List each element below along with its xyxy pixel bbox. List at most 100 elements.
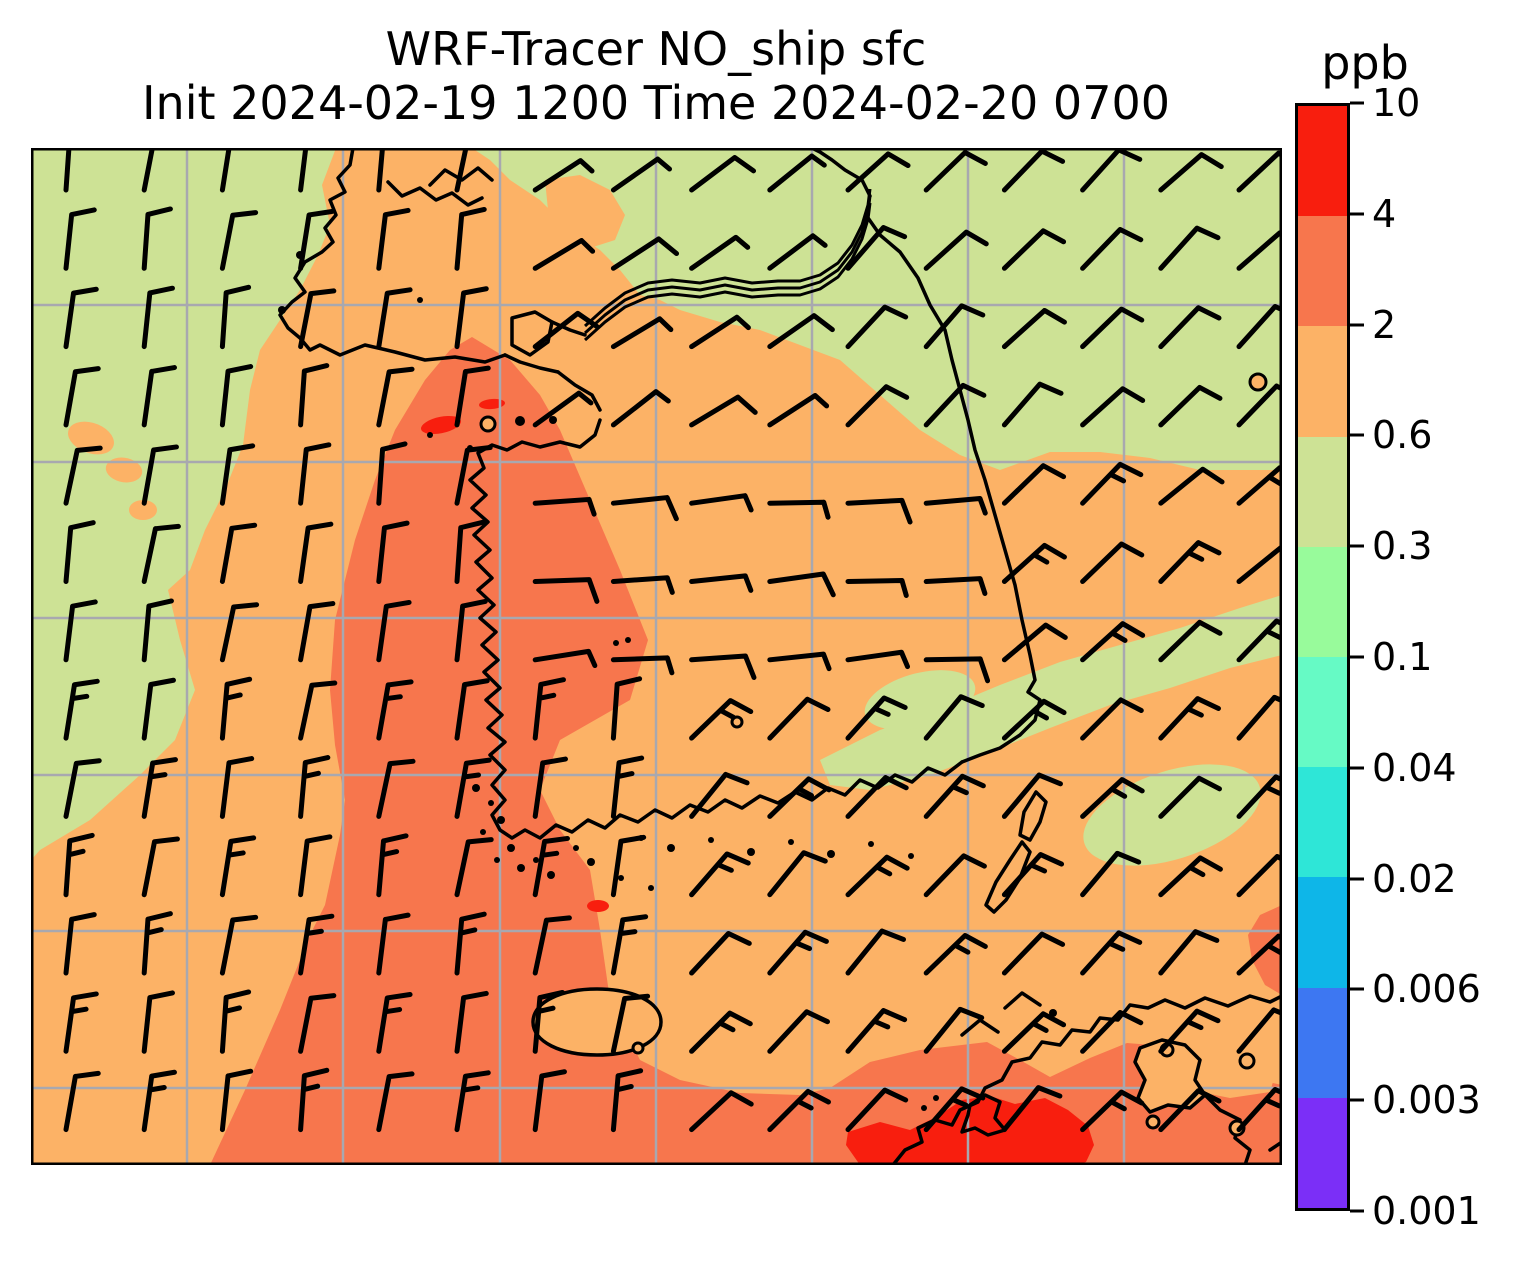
island-dot — [788, 839, 794, 845]
island-ring — [631, 1041, 645, 1055]
wind-barb — [767, 571, 836, 598]
wind-barb — [1001, 698, 1067, 741]
wind-barb — [298, 521, 334, 584]
wind-barb — [1158, 619, 1223, 663]
wind-barb — [376, 287, 413, 350]
wind-barb — [376, 991, 413, 1054]
wind-barb — [610, 914, 649, 976]
wind-barb — [845, 497, 913, 525]
colorbar-tick-mark — [1350, 655, 1364, 659]
wind-barb — [376, 366, 415, 428]
wind-barb — [219, 284, 252, 350]
wind-barb — [454, 911, 487, 976]
colorbar-tick-label: 0.6 — [1372, 413, 1433, 458]
island-dot — [472, 784, 480, 792]
wind-barb — [689, 1010, 753, 1054]
wind-barb — [376, 207, 411, 271]
island-dot — [507, 844, 515, 852]
fill-region-orange-patch-in-green-3 — [129, 499, 157, 521]
wind-barb — [845, 578, 909, 598]
colorbar-segment — [1298, 106, 1347, 217]
wind-barb — [63, 678, 100, 741]
colorbar-tick-label: 0.006 — [1372, 967, 1481, 1012]
wind-barb — [63, 286, 99, 350]
colorbar-tick-label: 0.001 — [1372, 1189, 1481, 1233]
wind-barb — [1001, 228, 1067, 271]
dmz-triple-line — [583, 195, 872, 335]
wind-barb — [1080, 930, 1143, 976]
wind-barb — [532, 158, 595, 193]
wind-barb — [689, 394, 758, 428]
wind-barb — [1001, 1085, 1063, 1133]
wind-barb — [63, 991, 99, 1054]
wind-barb — [845, 225, 908, 271]
wind-barb — [219, 835, 257, 898]
wind-barb — [845, 775, 909, 819]
init-valid-time-subtitle: Init 2024-02-19 1200 Time 2024-02-20 070… — [141, 76, 1170, 130]
wind-barb — [1080, 148, 1143, 193]
wind-barb — [454, 990, 489, 1054]
wind-barb — [689, 493, 754, 513]
wind-barb — [767, 499, 831, 520]
wind-barb — [1080, 850, 1142, 898]
wind-barb — [923, 932, 988, 976]
wind-barb — [454, 286, 489, 350]
coastline — [1003, 991, 1042, 1010]
wind-barb — [923, 1006, 985, 1054]
wind-barb — [767, 651, 832, 672]
colorbar-tick-mark — [1350, 987, 1364, 991]
colorbar-tick-mark — [1350, 323, 1364, 327]
colorbar-tick-mark — [1350, 1098, 1364, 1102]
wind-barb — [532, 577, 600, 604]
colorbar-tick-label: 0.3 — [1372, 524, 1433, 569]
wind-barb — [767, 313, 835, 350]
island-dot — [494, 857, 500, 863]
wind-barb — [689, 573, 754, 593]
island-dot — [648, 885, 654, 891]
wind-barb — [454, 598, 488, 663]
wind-barb — [1080, 386, 1146, 428]
wind-barb — [689, 653, 757, 680]
wind-barb — [767, 696, 831, 741]
wind-barb — [532, 390, 594, 428]
wind-barb — [1236, 545, 1282, 584]
wind-barb — [1158, 1088, 1222, 1133]
wind-barb — [298, 208, 335, 271]
wind-barb — [532, 496, 597, 517]
wind-barb — [1158, 384, 1223, 428]
wind-barb — [845, 854, 910, 898]
wind-barb — [1158, 305, 1222, 350]
wind-barb — [767, 850, 828, 898]
wind-barb — [1001, 772, 1063, 819]
fill-region-red-spot-west-2 — [478, 398, 506, 410]
wind-barb — [845, 928, 906, 976]
wind-barb — [298, 993, 337, 1054]
wind-barb — [610, 834, 647, 898]
colorbar-unit-label: ppb — [1321, 36, 1409, 90]
wind-barb — [454, 206, 487, 271]
wind-barb — [610, 993, 651, 1054]
concentration-map — [31, 148, 1282, 1165]
coastline — [864, 213, 1042, 764]
island-dot — [427, 432, 433, 438]
colorbar-segment — [1298, 656, 1347, 768]
wind-barb — [376, 599, 412, 663]
fill-region-ship-plume-yellow-sea — [210, 337, 1282, 1165]
fill-region-green-strait-band — [820, 595, 1282, 790]
coastline — [550, 320, 587, 337]
coastline — [510, 310, 554, 357]
island-dot — [933, 1095, 939, 1101]
wind-barb — [923, 495, 988, 516]
wind-barb — [1080, 1009, 1144, 1054]
wind-barb — [63, 207, 97, 271]
colorbar-tick-label: 0.003 — [1372, 1078, 1481, 1123]
island-dot — [613, 640, 619, 646]
wind-barb — [219, 676, 253, 741]
wind-barb — [1158, 540, 1222, 584]
wind-barb — [298, 148, 333, 193]
wind-barb — [1158, 775, 1222, 819]
wind-barb — [141, 836, 180, 898]
wind-barb — [1080, 541, 1145, 584]
island-ring — [479, 415, 497, 433]
wind-barb — [454, 445, 493, 506]
